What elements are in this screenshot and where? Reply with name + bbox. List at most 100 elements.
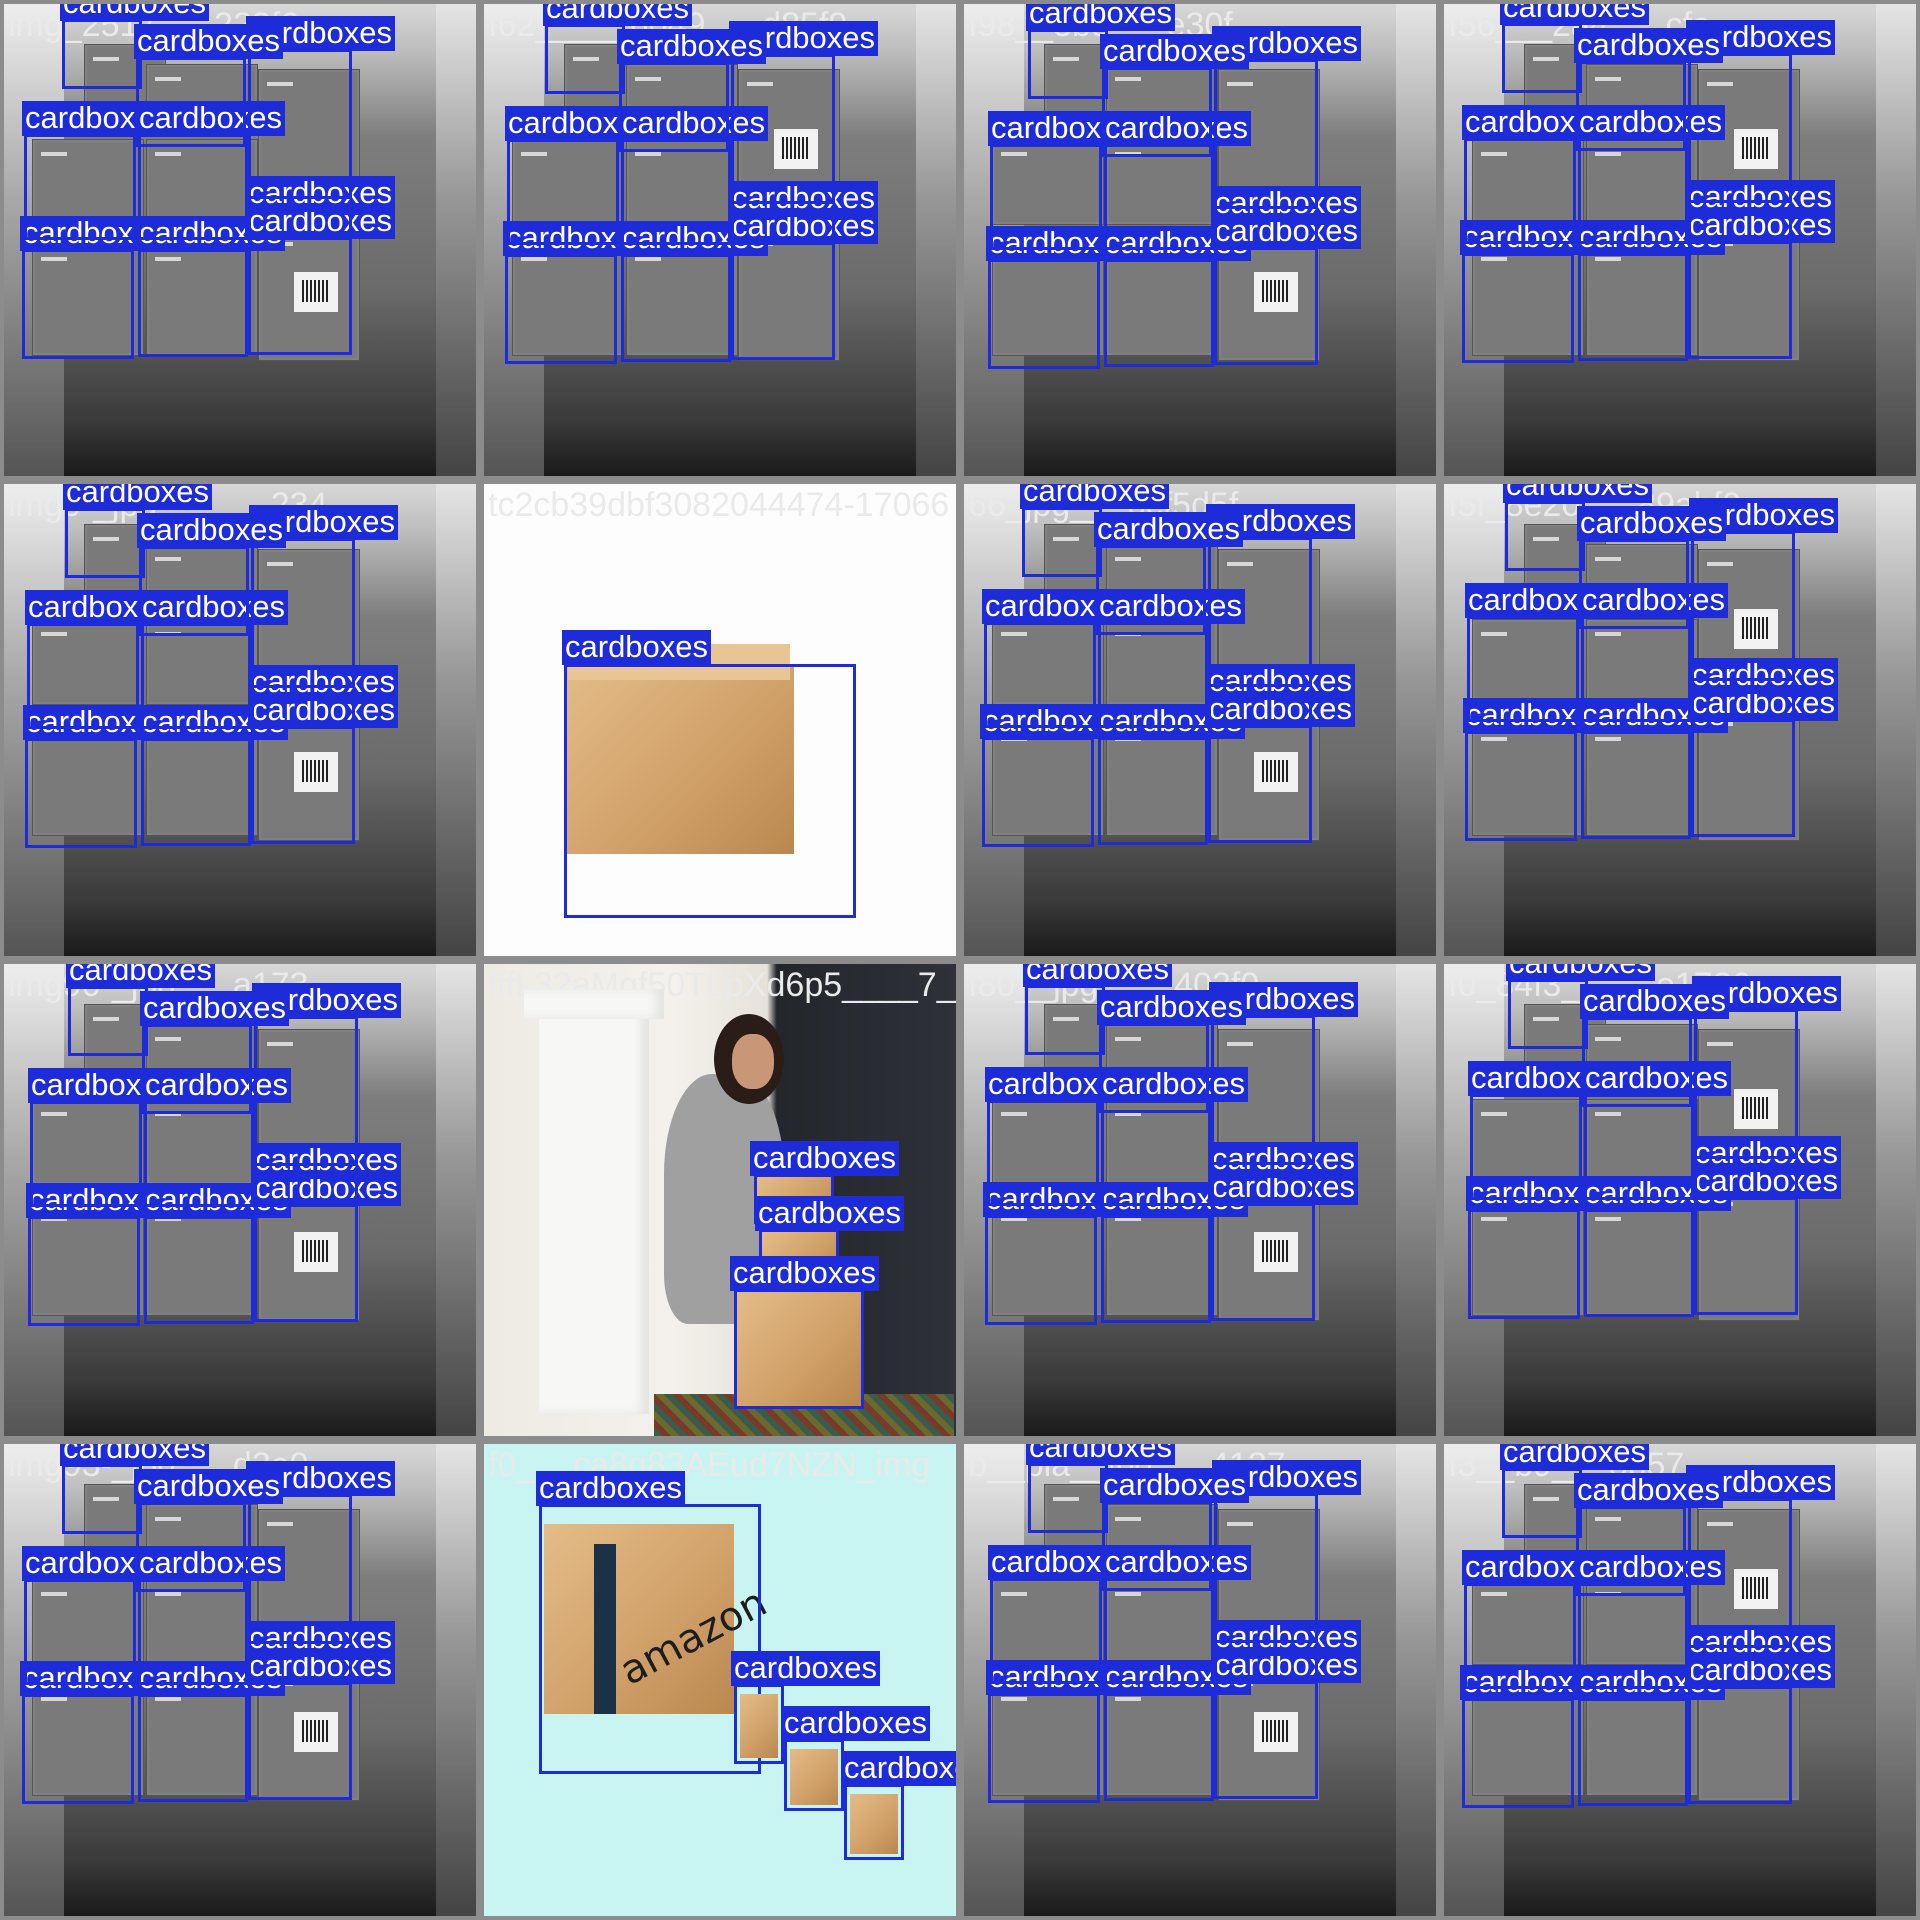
detection-label: cardboxes: [139, 590, 289, 625]
detection-box: [1584, 1209, 1694, 1317]
detection-box: [139, 546, 249, 636]
detection-label: cardboxes: [246, 176, 396, 211]
detection-label: cardboxes: [731, 1651, 881, 1686]
detection-box: [1102, 1501, 1212, 1591]
barcode-label: [294, 272, 338, 312]
porch-pillar: [539, 994, 649, 1414]
detection-box: [734, 1289, 864, 1409]
detection-box: [1584, 1094, 1694, 1200]
detection-label: cardboxes: [1689, 658, 1839, 693]
detection-label: cardboxes: [1097, 990, 1247, 1025]
detection-box: [62, 1464, 142, 1534]
detection-label: cardboxes: [142, 1068, 292, 1103]
cardboard-box: [1586, 1099, 1698, 1185]
detection-label: cardboxes: [1100, 1468, 1250, 1503]
barcode-label: [774, 129, 818, 169]
detection-box: [1214, 1681, 1318, 1799]
mosaic-tile: f0___ca8g83AEud7NZN_img amazon cardboxes ca…: [480, 1440, 960, 1920]
mosaic-tile: img9-_jpg______234cardboxescardboxescard…: [0, 480, 480, 960]
detection-box: [1578, 138, 1688, 244]
detection-box: [1502, 1468, 1582, 1538]
cardboard-box: [1586, 1684, 1698, 1796]
cardboard-box: [544, 1524, 734, 1714]
detection-box: [1465, 731, 1577, 841]
cardboard-box: [1106, 724, 1218, 836]
detection-label: cardboxes: [730, 1256, 880, 1291]
cardboard-box: [992, 1204, 1104, 1316]
detection-box: [251, 726, 355, 844]
detection-box: [138, 1579, 248, 1685]
detection-label: cardboxes: [1026, 4, 1176, 31]
barcode-label: [1254, 1712, 1298, 1752]
detection-box: [1691, 531, 1795, 681]
detection-label: cardboxes: [1102, 1545, 1252, 1580]
detection-box: [138, 249, 248, 357]
detection-label: cardboxes: [66, 964, 216, 988]
detection-label: cardboxes: [134, 1469, 284, 1504]
detection-label: cardboxes: [1574, 1473, 1724, 1508]
cardboard-box: [1586, 139, 1698, 225]
detection-label: cardboxes: [252, 1143, 402, 1178]
detection-box: [1578, 1698, 1688, 1806]
detection-box: [251, 538, 355, 688]
mosaic-tile: fffL32aMqf50TLpXd6p5____7__80__jpgcardbo…: [480, 960, 960, 1440]
cardboard-box: [1698, 1669, 1800, 1801]
detection-box: [1214, 219, 1318, 249]
cardboard-box: [1472, 619, 1584, 705]
detection-box: [65, 508, 145, 578]
detection-box: [1464, 138, 1576, 244]
detection-box: [248, 237, 352, 355]
detection-box: [62, 19, 142, 89]
detection-box: [1104, 259, 1214, 367]
detection-box: [28, 1216, 140, 1326]
detection-box: [1025, 985, 1105, 1055]
cardboard-box: [1586, 244, 1698, 356]
detection-box: [990, 144, 1102, 250]
detection-box: [1576, 61, 1686, 151]
detection-box: [24, 134, 136, 240]
detection-box: [144, 1216, 254, 1324]
detection-box: [1214, 1493, 1318, 1643]
detection-box: [248, 1654, 352, 1684]
detection-box: [1468, 1209, 1580, 1319]
detection-box: [1578, 1583, 1688, 1689]
box-tape: [594, 1544, 616, 1714]
detection-label: cardboxes: [1500, 4, 1650, 25]
detection-box: [545, 24, 625, 94]
detection-box: [30, 1101, 142, 1207]
detection-box: [985, 1215, 1097, 1325]
detection-label: cardboxes: [750, 1141, 900, 1176]
detection-label: cardboxes: [1580, 984, 1730, 1019]
detection-label: cardboxes: [617, 29, 767, 64]
cardboard-box: [1106, 1204, 1218, 1316]
detection-label: cardboxes: [1577, 506, 1727, 541]
detection-box: [141, 623, 251, 729]
detection-label: cardboxes: [1692, 976, 1842, 1011]
barcode-label: [1734, 1569, 1778, 1609]
detection-label: cardboxes: [60, 1444, 210, 1466]
detection-box: [27, 623, 139, 729]
detection-box: [844, 1784, 904, 1860]
cardboard-box: [1472, 1579, 1584, 1665]
detection-label: cardboxes: [136, 1546, 286, 1581]
mosaic-tile: img90-_jpg___a173cardboxescardboxescardb…: [0, 960, 480, 1440]
detection-label: cardboxes: [1209, 1142, 1359, 1177]
detection-box: [621, 254, 731, 362]
detection-box: [731, 242, 835, 360]
detection-box: [254, 1176, 358, 1206]
detection-box: [1578, 253, 1688, 361]
cardboard-box: [32, 1684, 144, 1796]
detection-label: cardboxes: [1212, 1620, 1362, 1655]
cardboard-box: [626, 244, 738, 356]
detection-label: cardboxes: [781, 1706, 931, 1741]
detection-box: [505, 254, 617, 364]
detection-box: [138, 1694, 248, 1802]
cardboard-box: [992, 724, 1104, 836]
detection-box: [144, 1101, 254, 1207]
detection-label: cardboxes: [136, 101, 286, 136]
mosaic-tile: f0_84f3_____e1726cardboxescardboxescardb…: [1440, 960, 1920, 1440]
detection-box: [539, 1504, 761, 1774]
detection-box: [621, 139, 731, 245]
detection-box: [1098, 622, 1208, 728]
barcode-label: [294, 752, 338, 792]
